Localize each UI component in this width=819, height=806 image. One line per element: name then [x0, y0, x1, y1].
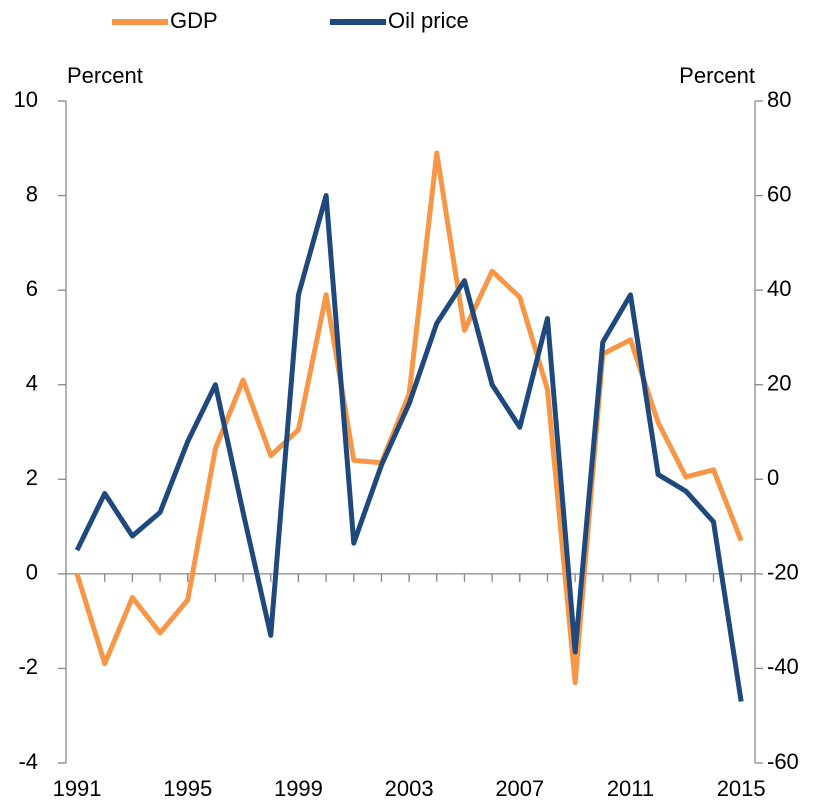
y2-tick-label: 0	[767, 465, 779, 490]
x-tick-label: 2007	[495, 776, 544, 801]
x-tick-label: 2015	[717, 776, 766, 801]
series-line	[74, 193, 744, 702]
y2-tick-label: -60	[767, 749, 799, 774]
y2-tick-label: -20	[767, 560, 799, 585]
y2-tick-label: 20	[767, 371, 791, 396]
x-tick-label: 1991	[53, 776, 102, 801]
series-line	[74, 150, 744, 686]
x-tick-label: 2011	[607, 776, 654, 801]
y-tick-label: 8	[26, 181, 38, 206]
y2-axis-label: Percent	[679, 63, 755, 88]
x-tick-label: 1999	[274, 776, 323, 801]
y-tick-label: -4	[18, 749, 38, 774]
y2-tick-label: 40	[767, 276, 791, 301]
y-tick-label: 2	[26, 465, 38, 490]
y-tick-label: 4	[26, 371, 38, 396]
x-tick-label: 2003	[385, 776, 434, 801]
y-tick-label: 0	[26, 560, 38, 585]
x-tick-label: 1995	[163, 776, 212, 801]
legend-label: GDP	[170, 8, 218, 33]
legend-label: Oil price	[388, 8, 469, 33]
y2-tick-label: 60	[767, 181, 791, 206]
y-tick-label: -2	[18, 654, 38, 679]
y2-tick-label: 80	[767, 87, 791, 112]
y-tick-label: 10	[14, 87, 38, 112]
y2-tick-label: -40	[767, 654, 799, 679]
y-tick-label: 6	[26, 276, 38, 301]
y-axis-label: Percent	[67, 63, 143, 88]
